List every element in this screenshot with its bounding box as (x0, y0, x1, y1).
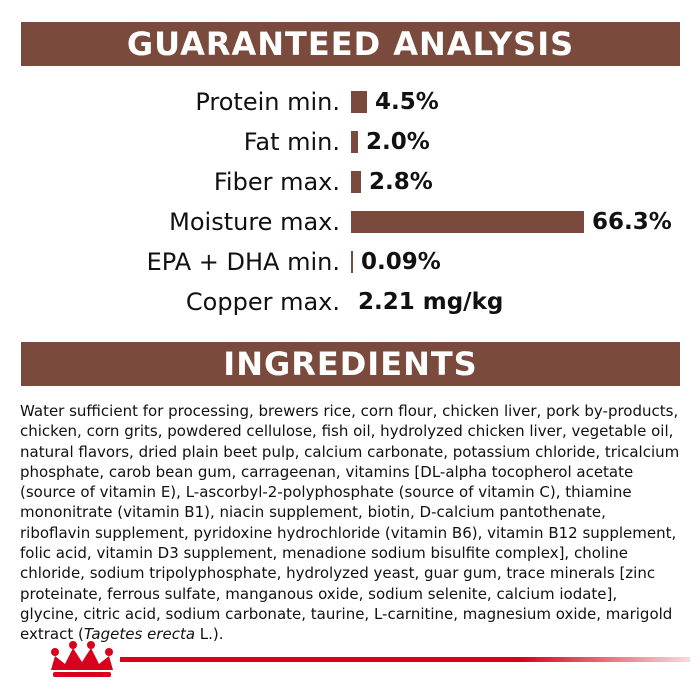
analysis-value: 2.21 mg/kg (358, 289, 504, 315)
analysis-label: Moisture max. (169, 208, 340, 236)
analysis-row: Moisture max. 66.3% (0, 205, 700, 239)
analysis-bar (351, 251, 353, 273)
royal-canin-crown-icon (51, 641, 113, 677)
ingredients-text-end: L.). (195, 625, 224, 644)
ingredients-header: INGREDIENTS (21, 342, 680, 386)
ingredients-text: Water sufficient for processing, brewers… (20, 401, 680, 645)
analysis-label: Fat min. (243, 128, 340, 156)
analysis-bar (351, 171, 361, 193)
ingredients-text-main: Water sufficient for processing, brewers… (20, 402, 680, 644)
analysis-row: Fat min. 2.0% (0, 125, 700, 159)
footer-red-line (120, 657, 690, 662)
ingredients-title: INGREDIENTS (223, 345, 478, 383)
ingredients-list: Water sufficient for processing, brewers… (20, 401, 680, 645)
analysis-value: 66.3% (592, 209, 672, 235)
guaranteed-analysis-header: GUARANTEED ANALYSIS (21, 22, 680, 66)
guaranteed-analysis-title: GUARANTEED ANALYSIS (126, 25, 575, 63)
analysis-bar (351, 211, 584, 233)
analysis-bar (351, 91, 367, 113)
analysis-row: EPA + DHA min. 0.09% (0, 245, 700, 279)
analysis-label: Copper max. (185, 288, 340, 316)
analysis-value: 0.09% (361, 249, 441, 275)
analysis-row: Fiber max. 2.8% (0, 165, 700, 199)
analysis-row: Protein min. 4.5% (0, 85, 700, 119)
analysis-row: Copper max. 2.21 mg/kg (0, 285, 700, 319)
ingredients-text-italic: Tagetes erecta (83, 625, 196, 644)
analysis-value: 2.8% (369, 169, 433, 195)
analysis-label: Protein min. (195, 88, 340, 116)
footer (0, 640, 700, 680)
analysis-value: 2.0% (366, 129, 430, 155)
analysis-label: Fiber max. (213, 168, 340, 196)
analysis-bar (351, 131, 358, 153)
analysis-value: 4.5% (375, 89, 439, 115)
analysis-label: EPA + DHA min. (146, 248, 340, 276)
